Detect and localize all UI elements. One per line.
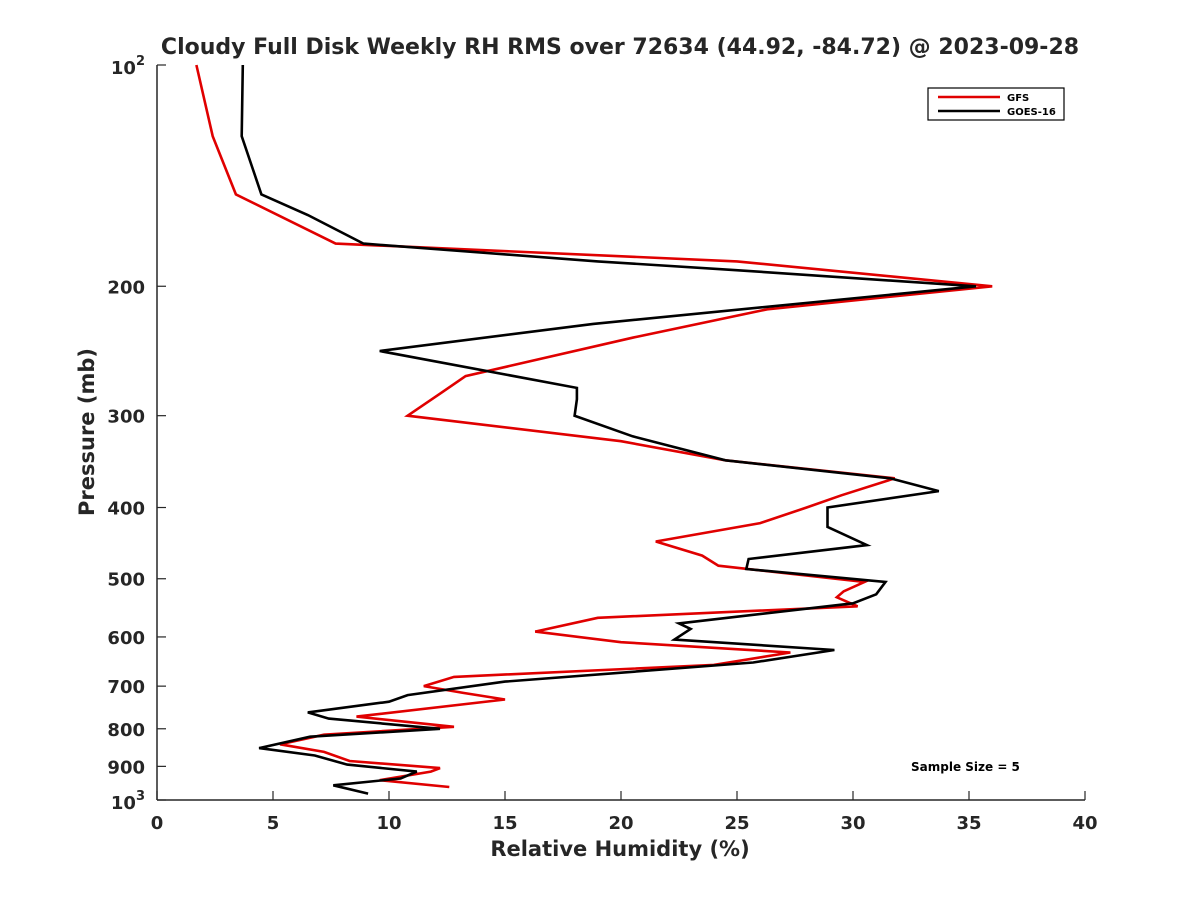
x-tick-label: 20 bbox=[608, 813, 633, 834]
y-tick-label: 700 bbox=[107, 677, 145, 698]
x-tick-label: 5 bbox=[267, 813, 280, 834]
series-lines bbox=[195, 64, 993, 795]
y-tick-label: 900 bbox=[107, 757, 145, 778]
sample-size-annotation: Sample Size = 5 bbox=[911, 760, 1020, 774]
y-tick-label: 800 bbox=[107, 720, 145, 741]
x-tick-label: 0 bbox=[151, 813, 164, 834]
legend-label-goes16: GOES-16 bbox=[1007, 107, 1056, 118]
legend-box bbox=[927, 87, 1065, 121]
y-tick-label: 300 bbox=[107, 407, 145, 428]
x-tick-label: 35 bbox=[956, 813, 981, 834]
y-tick-label: 600 bbox=[107, 628, 145, 649]
legend-label-gfs: GFS bbox=[1007, 93, 1029, 104]
y-tick-label: 500 bbox=[107, 570, 145, 591]
y-tick-label: 103 bbox=[111, 789, 145, 814]
x-tick-label: 30 bbox=[840, 813, 865, 834]
series-line-goes16 bbox=[240, 64, 977, 795]
chart-title: Cloudy Full Disk Weekly RH RMS over 7263… bbox=[161, 35, 1079, 60]
x-axis-label: Relative Humidity (%) bbox=[490, 837, 749, 861]
x-tick-label: 25 bbox=[724, 813, 749, 834]
x-tick-label: 15 bbox=[492, 813, 517, 834]
x-tick-label: 10 bbox=[376, 813, 401, 834]
legend: GFS GOES-16 bbox=[927, 87, 1065, 121]
y-tick-label: 400 bbox=[107, 499, 145, 520]
y-tick-label: 200 bbox=[107, 277, 145, 298]
y-tick-label: 102 bbox=[111, 54, 145, 79]
axes: 0 5 10 15 20 25 30 35 40 102 200 300 400 500 600 700 800… bbox=[107, 54, 1097, 834]
y-axis-label: Pressure (mb) bbox=[75, 348, 99, 516]
x-tick-label: 40 bbox=[1072, 813, 1097, 834]
